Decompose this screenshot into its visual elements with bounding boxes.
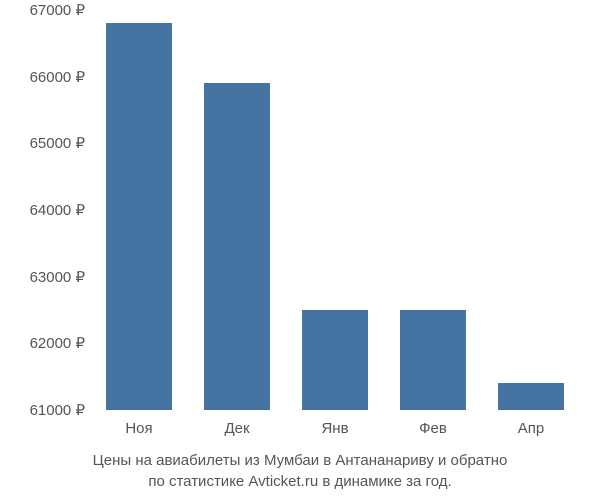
y-tick-label: 63000 ₽ [5, 268, 85, 286]
x-tick-label: Фев [419, 420, 447, 437]
bar [400, 310, 467, 410]
x-tick-label: Дек [224, 420, 249, 437]
bar [498, 383, 565, 410]
bar [302, 310, 369, 410]
x-tick-label: Ноя [125, 420, 152, 437]
y-tick-label: 65000 ₽ [5, 134, 85, 152]
x-tick-label: Апр [518, 420, 544, 437]
x-tick-label: Янв [321, 420, 348, 437]
bar [106, 23, 173, 410]
y-tick-label: 64000 ₽ [5, 201, 85, 219]
y-tick-label: 67000 ₽ [5, 1, 85, 19]
price-chart: 61000 ₽ 62000 ₽ 63000 ₽ 64000 ₽ 65000 ₽ 66000… [0, 0, 600, 500]
chart-caption: Цены на авиабилеты из Мумбаи в Антананар… [0, 450, 600, 492]
bar [204, 83, 271, 410]
y-tick-label: 66000 ₽ [5, 68, 85, 86]
y-tick-label: 62000 ₽ [5, 334, 85, 352]
y-tick-label: 61000 ₽ [5, 401, 85, 419]
caption-line-1: Цены на авиабилеты из Мумбаи в Антананар… [93, 452, 508, 469]
plot-area [90, 10, 580, 410]
caption-line-2: по статистике Avticket.ru в динамике за … [148, 473, 451, 490]
